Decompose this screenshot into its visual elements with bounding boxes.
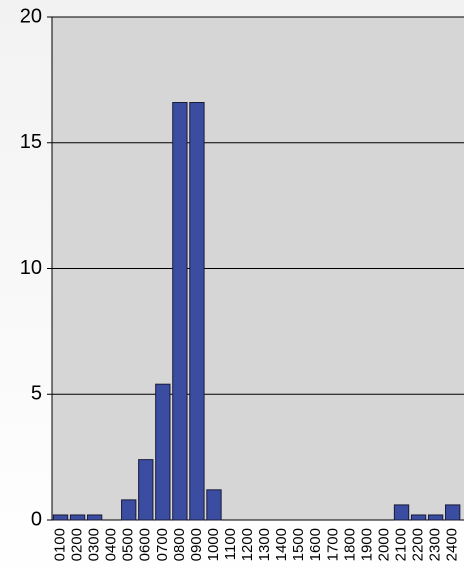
bar xyxy=(155,383,171,521)
y-tick-label: 20 xyxy=(20,5,42,27)
bar xyxy=(393,504,410,521)
x-tick-label: 1000 xyxy=(205,528,222,561)
x-tick-label: 1200 xyxy=(239,528,256,561)
bar xyxy=(410,514,427,521)
x-tick-label: 1500 xyxy=(290,528,307,561)
bar xyxy=(172,102,188,521)
y-tick-label: 15 xyxy=(20,131,42,153)
x-tick-label: 1800 xyxy=(341,528,358,561)
x-tick-label: 2300 xyxy=(427,528,444,561)
x-tick-label: 1900 xyxy=(358,528,375,561)
x-tick-label: 1300 xyxy=(256,528,273,561)
x-tick-label: 1700 xyxy=(324,528,341,561)
x-tick-label: 0100 xyxy=(51,528,68,561)
x-tick-label: 2200 xyxy=(410,528,427,561)
x-tick-label: 1600 xyxy=(307,528,324,561)
x-tick-label: 0500 xyxy=(120,528,137,561)
bar xyxy=(445,504,461,521)
x-tick-label: 0600 xyxy=(137,528,154,561)
x-tick-label: 0200 xyxy=(69,528,86,561)
y-tick-label: 5 xyxy=(31,383,42,405)
x-tick-label: 0300 xyxy=(86,528,103,561)
bar xyxy=(86,514,103,521)
x-tick-label: 0900 xyxy=(188,528,205,561)
bar xyxy=(189,102,205,521)
bar xyxy=(69,514,86,521)
y-tick-label: 0 xyxy=(31,508,42,530)
bar xyxy=(206,489,222,521)
bar xyxy=(121,499,137,521)
x-tick-label: 1400 xyxy=(273,528,290,561)
x-tick-label: 0400 xyxy=(103,528,120,561)
x-tick-label: 2000 xyxy=(375,528,392,561)
bar xyxy=(427,514,444,521)
bar xyxy=(52,514,69,521)
bar xyxy=(138,459,154,521)
x-tick-label: 2400 xyxy=(444,528,461,561)
x-tick-label: 1100 xyxy=(222,528,239,560)
x-tick-label: 2100 xyxy=(392,528,409,561)
x-tick-label: 0700 xyxy=(154,528,171,561)
y-tick-label: 10 xyxy=(20,257,42,279)
x-tick-label: 0800 xyxy=(171,528,188,561)
